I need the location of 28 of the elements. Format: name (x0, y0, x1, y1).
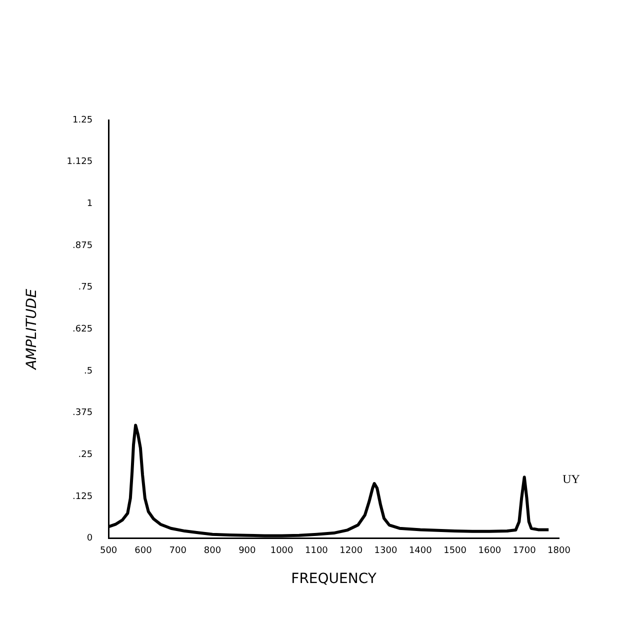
y-tick-label: .625 (72, 324, 93, 335)
y-tick-label: 1.125 (66, 157, 93, 168)
x-tick-label: 1800 (548, 546, 571, 556)
x-tick-label: 1500 (444, 546, 467, 556)
x-tick-label: 1600 (478, 546, 502, 556)
x-tick-label: 700 (169, 546, 187, 556)
x-tick-label: 1200 (340, 546, 363, 556)
x-tick-label: 1400 (408, 546, 432, 556)
x-tick-label: 1000 (270, 546, 294, 556)
x-axis-title: FREQUENCY (291, 571, 377, 588)
y-tick-label: .75 (78, 282, 93, 293)
y-tick-label: 0 (86, 534, 93, 544)
x-tick-label: 800 (204, 546, 222, 556)
y-tick-label: .125 (72, 492, 93, 502)
text: UY (562, 472, 580, 486)
y-tick-label: .375 (72, 408, 93, 418)
x-tick-label: 1300 (374, 546, 398, 556)
y-tick-label: .25 (78, 450, 93, 460)
y-axis-title: AMPLITUDE (24, 288, 40, 370)
y-tick-label: 1.25 (72, 115, 93, 126)
y-tick-label: .5 (84, 366, 93, 376)
y-tick-label: .875 (72, 240, 93, 251)
x-tick-label: 900 (238, 546, 256, 556)
y-tick-label: 1 (86, 199, 93, 210)
x-tick-label: 1700 (512, 546, 536, 556)
x-tick-label: 1100 (305, 546, 328, 556)
x-tick-label: 600 (134, 546, 152, 556)
x-tick-label: 500 (100, 546, 118, 556)
